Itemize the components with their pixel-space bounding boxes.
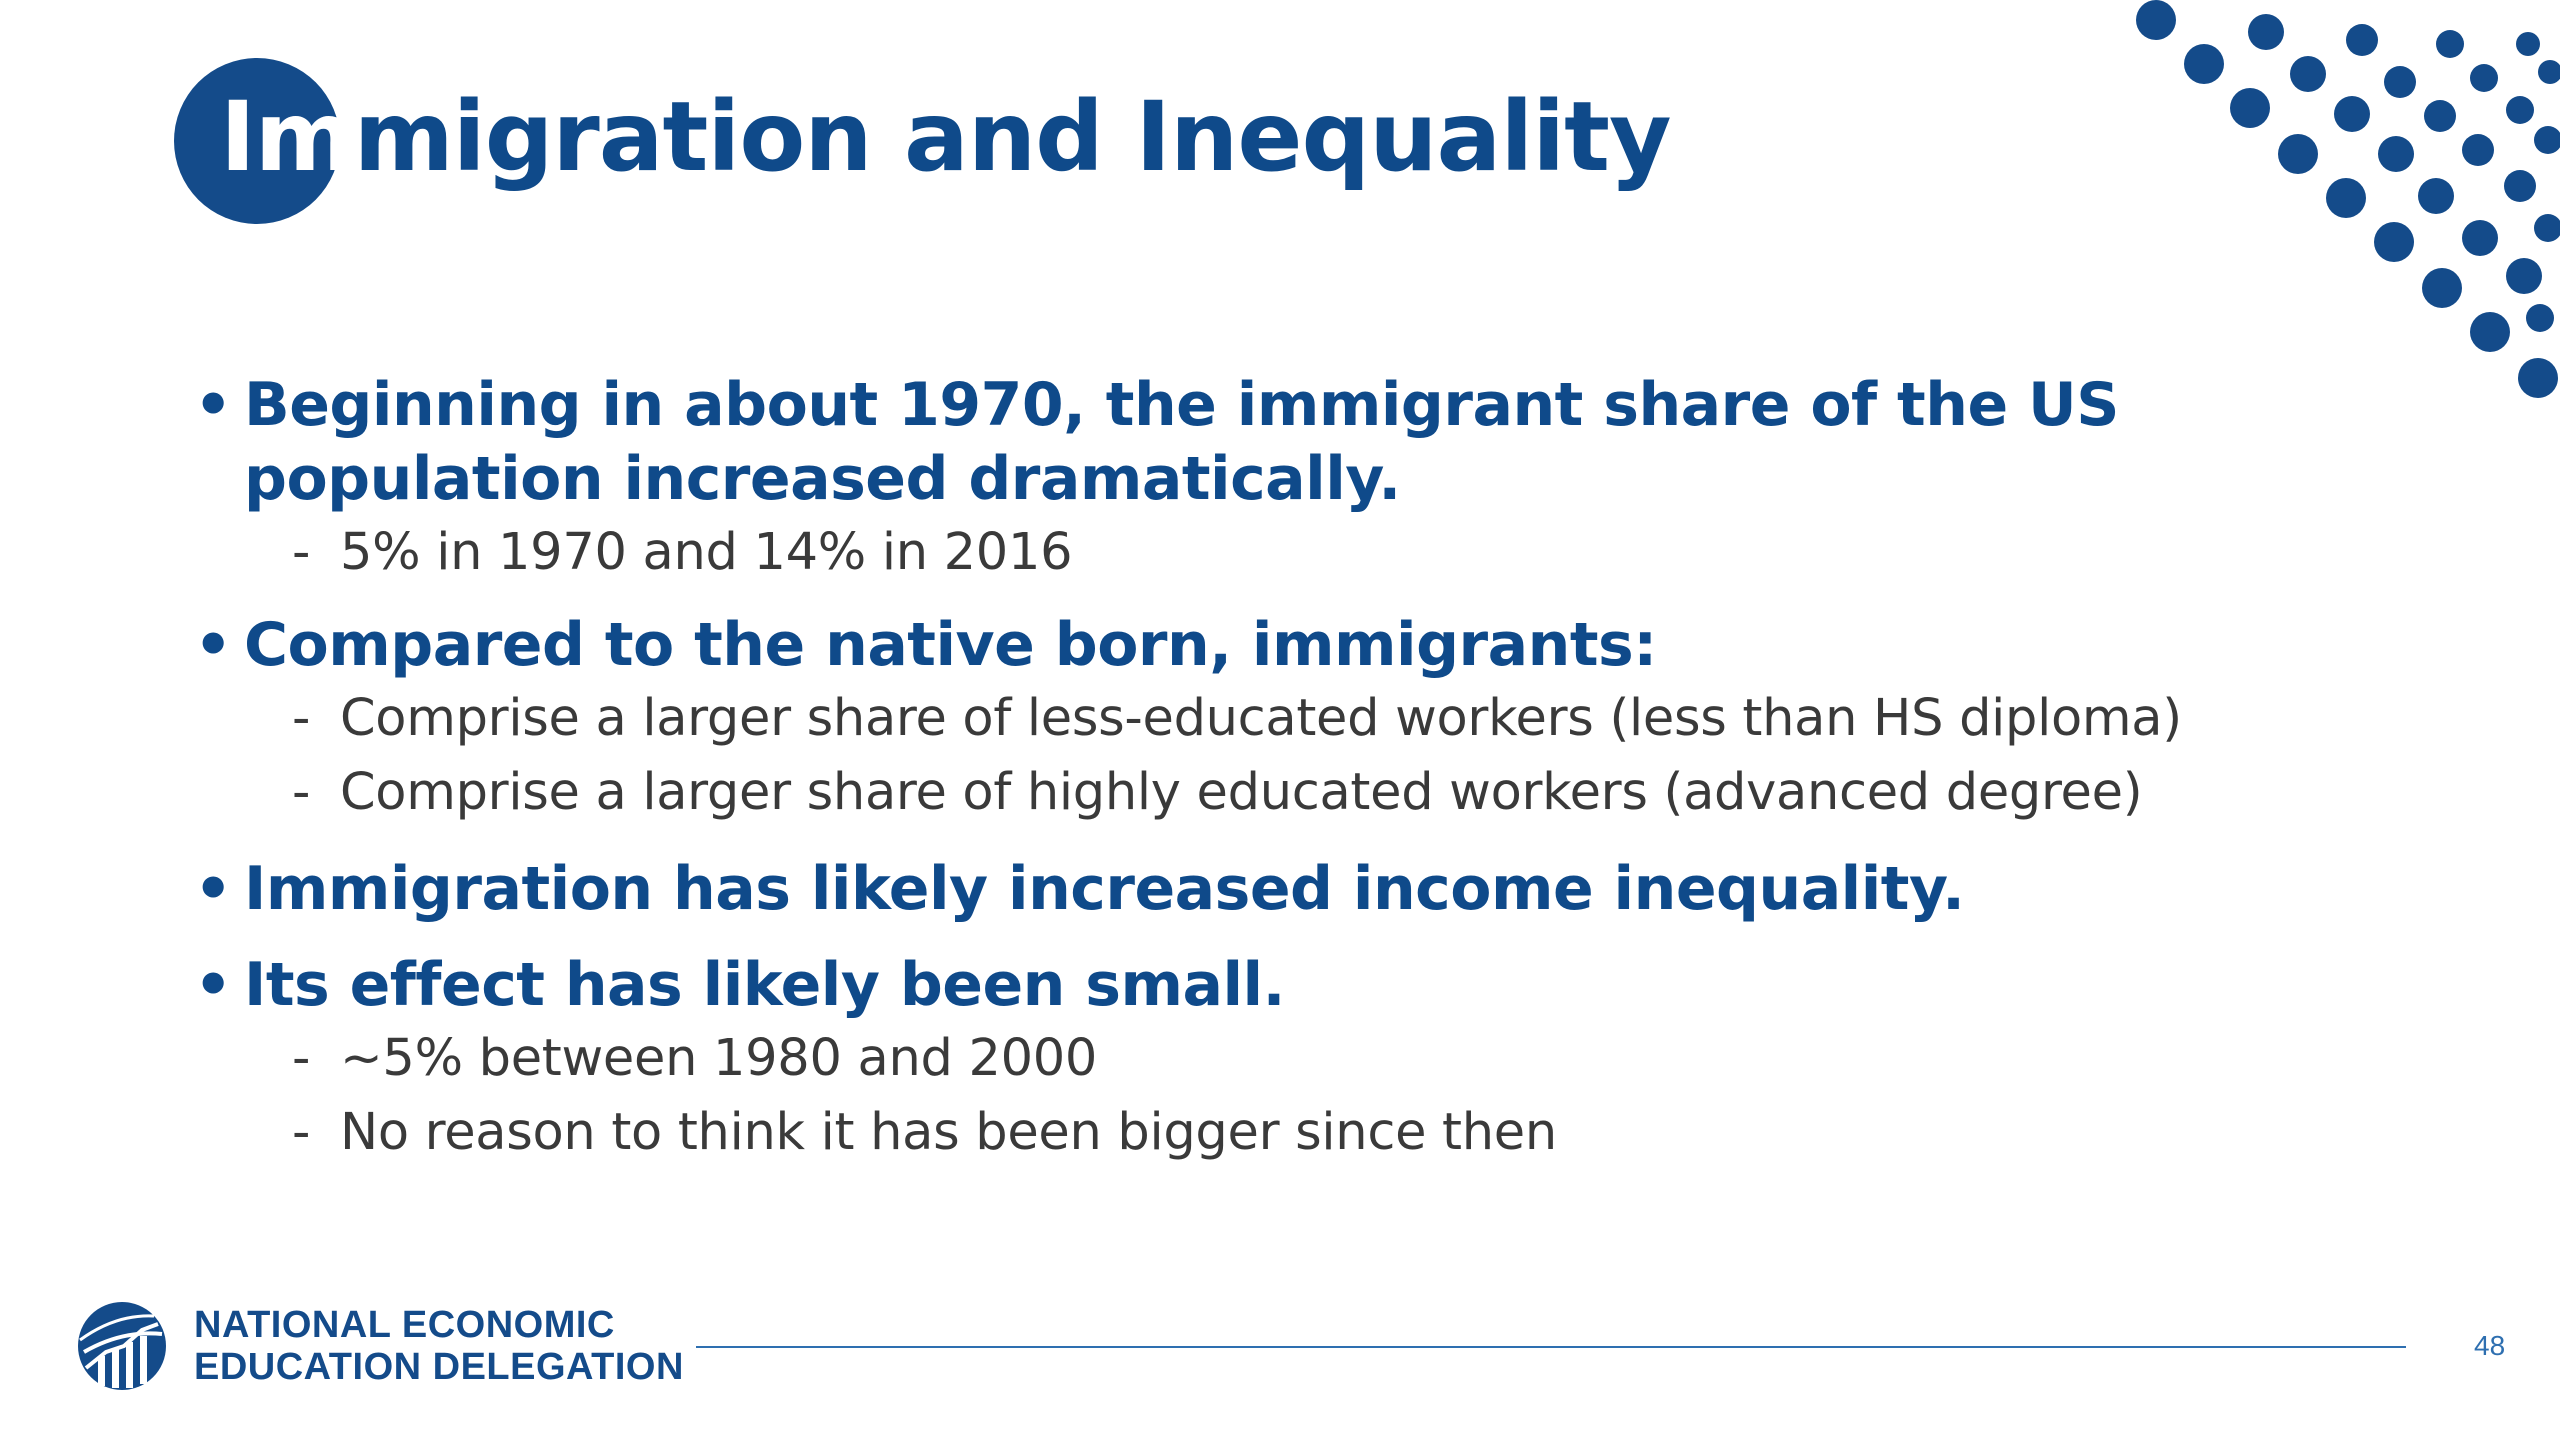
decor-dot [2136, 0, 2176, 40]
globe-chart-logo-icon [78, 1302, 166, 1390]
sub-item: - Comprise a larger share of highly educ… [190, 756, 2340, 830]
bullet-item: • Compared to the native born, immigrant… [190, 608, 2340, 682]
decor-dot [2418, 178, 2454, 214]
sub-text: Comprise a larger share of less-educated… [340, 689, 2182, 748]
title-highlight: Im [220, 81, 355, 193]
bullet-text: Beginning in about 1970, the immigrant s… [244, 370, 2119, 514]
sub-text: Comprise a larger share of highly educat… [340, 763, 2143, 822]
decor-dot [2184, 44, 2224, 84]
sub-marker: - [292, 523, 311, 582]
page-number: 48 [2474, 1330, 2506, 1361]
sub-item: - ~5% between 1980 and 2000 [190, 1022, 2340, 1096]
bullet-marker: • [194, 854, 232, 924]
decor-dot [2278, 134, 2318, 174]
page-title: Immigration and Inequality [220, 72, 1672, 202]
bullet-marker: • [194, 370, 232, 440]
decor-dot [2516, 32, 2540, 56]
sub-text: No reason to think it has been bigger si… [340, 1103, 1557, 1162]
decor-dot [2470, 312, 2510, 352]
sub-list: - 5% in 1970 and 14% in 2016 [190, 516, 2340, 590]
decor-dot [2378, 136, 2414, 172]
decor-dot [2518, 358, 2558, 398]
decor-dot [2326, 178, 2366, 218]
bullet-list: • Beginning in about 1970, the immigrant… [190, 368, 2340, 1170]
decor-dot [2538, 60, 2560, 84]
decor-dot [2462, 134, 2494, 166]
decor-dot [2534, 126, 2560, 154]
decor-dot [2424, 100, 2456, 132]
decor-dot [2230, 88, 2270, 128]
bullet-marker: • [194, 610, 232, 680]
bullet-text: Immigration has likely increased income … [244, 854, 1965, 924]
bullet-text: Its effect has likely been small. [244, 950, 1285, 1020]
sub-marker: - [292, 763, 311, 822]
decor-dot [2506, 96, 2534, 124]
decor-dot [2436, 30, 2464, 58]
bullet-marker: • [194, 950, 232, 1020]
decor-dot [2422, 268, 2462, 308]
organization-name: NATIONAL ECONOMIC EDUCATION DELEGATION [194, 1304, 684, 1388]
decor-dot [2506, 258, 2542, 294]
decor-dot [2534, 214, 2560, 242]
sub-marker: - [292, 1029, 311, 1088]
sub-marker: - [292, 689, 311, 748]
sub-text: 5% in 1970 and 14% in 2016 [340, 523, 1073, 582]
title-accent-circle [174, 58, 340, 224]
bullet-item: • Immigration has likely increased incom… [190, 852, 2340, 926]
sub-text: ~5% between 1980 and 2000 [340, 1029, 1098, 1088]
decor-dot [2384, 66, 2416, 98]
decor-dot [2290, 56, 2326, 92]
decor-dot [2334, 96, 2370, 132]
sub-item: - 5% in 1970 and 14% in 2016 [190, 516, 2340, 590]
decor-dot [2470, 64, 2498, 92]
sub-item: - No reason to think it has been bigger … [190, 1096, 2340, 1170]
sub-list: - Comprise a larger share of less-educat… [190, 682, 2340, 830]
decor-dot [2462, 220, 2498, 256]
decor-dot [2248, 14, 2284, 50]
decor-dot [2346, 24, 2378, 56]
sub-item: - Comprise a larger share of less-educat… [190, 682, 2340, 756]
footer-divider [696, 1346, 2406, 1348]
title-rest: migration and Inequality [353, 81, 1672, 193]
decor-dot [2526, 304, 2554, 332]
org-name-line2: EDUCATION DELEGATION [194, 1346, 684, 1388]
org-name-line1: NATIONAL ECONOMIC [194, 1304, 615, 1346]
sub-list: - ~5% between 1980 and 2000 - No reason … [190, 1022, 2340, 1170]
decor-dot [2504, 170, 2536, 202]
bullet-item: • Beginning in about 1970, the immigrant… [190, 368, 2340, 516]
sub-marker: - [292, 1103, 311, 1162]
decor-dot [2374, 222, 2414, 262]
bullet-item: • Its effect has likely been small. [190, 948, 2340, 1022]
bullet-text: Compared to the native born, immigrants: [244, 610, 1657, 680]
